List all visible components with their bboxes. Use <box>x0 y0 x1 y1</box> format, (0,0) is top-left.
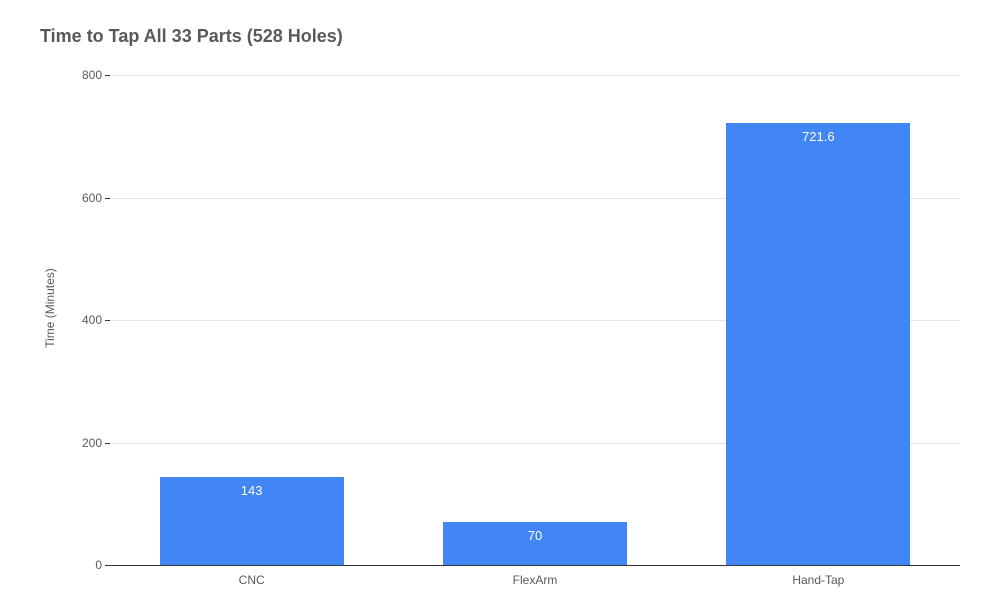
x-tick-label: Hand-Tap <box>792 565 844 587</box>
x-tick-label: CNC <box>239 565 265 587</box>
y-axis-label: Time (Minutes) <box>43 268 57 348</box>
y-tick-label: 0 <box>52 558 110 572</box>
bar-cnc: 143 <box>160 477 344 565</box>
bar-flexarm: 70 <box>443 522 627 565</box>
y-tick-label: 600 <box>52 191 110 205</box>
y-tick-label: 800 <box>52 68 110 82</box>
gridline <box>110 75 960 76</box>
bar-value-label: 143 <box>160 483 344 498</box>
y-tick-label: 400 <box>52 313 110 327</box>
bar-value-label: 70 <box>443 528 627 543</box>
bar-hand-tap: 721.6 <box>726 123 910 565</box>
chart-container: Time to Tap All 33 Parts (528 Holes) Tim… <box>0 0 997 616</box>
bar-value-label: 721.6 <box>726 129 910 144</box>
x-tick-label: FlexArm <box>513 565 558 587</box>
y-tick-label: 200 <box>52 436 110 450</box>
plot-area: 0200400600800143CNC70FlexArm721.6Hand-Ta… <box>110 75 960 565</box>
chart-title: Time to Tap All 33 Parts (528 Holes) <box>40 26 343 47</box>
